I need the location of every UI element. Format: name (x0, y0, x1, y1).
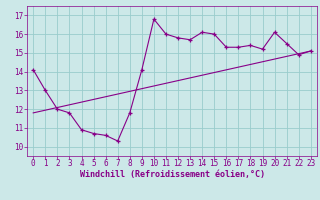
X-axis label: Windchill (Refroidissement éolien,°C): Windchill (Refroidissement éolien,°C) (79, 170, 265, 179)
